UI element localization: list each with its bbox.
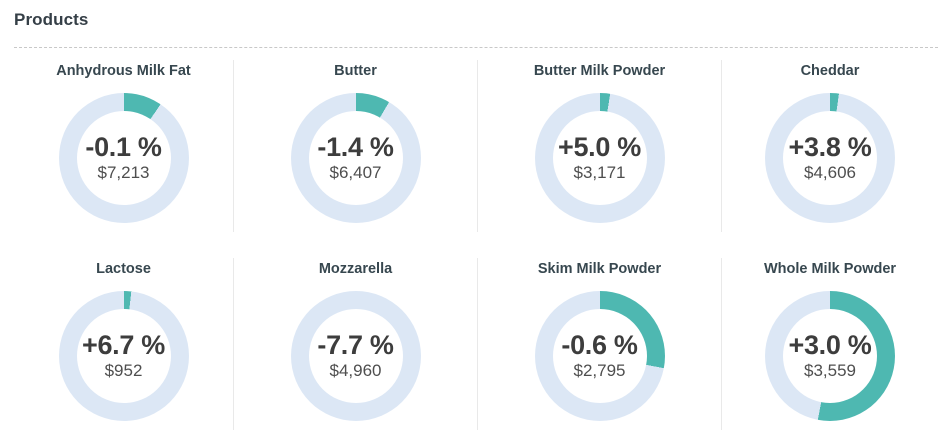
products-grid: Anhydrous Milk Fat -0.1 % $7,213 Butter … (14, 60, 938, 430)
percent-change: +3.8 % (788, 131, 872, 162)
donut-center: -0.6 % $2,795 (552, 308, 647, 403)
products-panel: Products Anhydrous Milk Fat -0.1 % $7,21… (14, 10, 938, 430)
donut-chart: +5.0 % $3,171 (534, 92, 665, 223)
percent-change: -7.7 % (317, 329, 394, 360)
product-card-whole-milk-powder[interactable]: Whole Milk Powder +3.0 % $3,559 (722, 258, 938, 430)
price-value: $6,407 (329, 163, 382, 183)
percent-change: -0.6 % (561, 329, 638, 360)
product-card-lactose[interactable]: Lactose +6.7 % $952 (14, 258, 234, 430)
percent-change: +3.0 % (788, 329, 872, 360)
donut-chart: +3.8 % $4,606 (765, 92, 895, 223)
donut-chart: -1.4 % $6,407 (290, 92, 421, 223)
donut-chart: -0.1 % $7,213 (58, 92, 189, 223)
product-name: Anhydrous Milk Fat (56, 63, 191, 79)
donut-center: -1.4 % $6,407 (308, 110, 403, 205)
product-name: Butter (334, 63, 377, 79)
page-title: Products (14, 10, 89, 29)
product-name: Lactose (96, 261, 151, 277)
donut-center: -0.1 % $7,213 (76, 110, 171, 205)
percent-change: -0.1 % (85, 131, 162, 162)
product-card-skim-milk-powder[interactable]: Skim Milk Powder -0.6 % $2,795 (478, 258, 722, 430)
donut-center: -7.7 % $4,960 (308, 308, 403, 403)
price-value: $3,559 (804, 361, 856, 381)
product-card-anhydrous-milk-fat[interactable]: Anhydrous Milk Fat -0.1 % $7,213 (14, 60, 234, 232)
product-name: Skim Milk Powder (537, 261, 662, 277)
product-card-mozzarella[interactable]: Mozzarella -7.7 % $4,960 (234, 258, 478, 430)
price-value: $952 (104, 361, 143, 381)
product-name: Mozzarella (318, 261, 393, 277)
price-value: $7,213 (97, 163, 150, 183)
dashed-separator (14, 47, 938, 48)
donut-center: +3.0 % $3,559 (783, 308, 877, 403)
donut-center: +3.8 % $4,606 (783, 110, 877, 205)
donut-chart: -0.6 % $2,795 (534, 290, 665, 421)
product-card-butter[interactable]: Butter -1.4 % $6,407 (234, 60, 478, 232)
percent-change: +6.7 % (81, 329, 165, 360)
donut-center: +6.7 % $952 (76, 308, 171, 403)
percent-change: -1.4 % (317, 131, 394, 162)
product-name: Whole Milk Powder (763, 261, 897, 277)
donut-chart: +3.0 % $3,559 (765, 290, 895, 421)
percent-change: +5.0 % (557, 131, 641, 162)
product-name: Butter Milk Powder (533, 63, 666, 79)
price-value: $4,960 (329, 361, 382, 381)
product-card-butter-milk-powder[interactable]: Butter Milk Powder +5.0 % $3,171 (478, 60, 722, 232)
donut-center: +5.0 % $3,171 (552, 110, 647, 205)
donut-chart: +6.7 % $952 (58, 290, 189, 421)
price-value: $3,171 (573, 163, 626, 183)
price-value: $4,606 (804, 163, 856, 183)
product-name: Cheddar (800, 63, 860, 79)
donut-chart: -7.7 % $4,960 (290, 290, 421, 421)
price-value: $2,795 (573, 361, 626, 381)
product-card-cheddar[interactable]: Cheddar +3.8 % $4,606 (722, 60, 938, 232)
